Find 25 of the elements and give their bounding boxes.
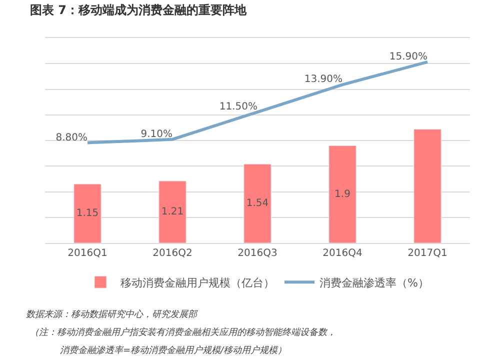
legend-label: 移动消费金融用户规模（亿台）	[120, 276, 274, 290]
x-tick-label: 2016Q3	[238, 248, 278, 259]
bar	[244, 164, 272, 243]
data-label: 11.50%	[219, 102, 258, 113]
text: （注：移动消费金融用户指安装有消费金融相关应用的移动智能终端设备数，	[30, 327, 336, 338]
bar	[328, 145, 356, 243]
data-label: 15.90%	[389, 51, 428, 62]
data-label: 13.90%	[304, 74, 342, 86]
legend-label: 消费金融渗透率（%）	[320, 276, 429, 290]
data-label: 1.9	[334, 188, 350, 200]
x-tick-label: 2017Q1	[408, 248, 448, 259]
bar	[74, 184, 102, 243]
text: 消费金融渗透率=移动消费金融用户规模/移动用户规模）	[60, 345, 287, 356]
x-tick-label: 2016Q2	[152, 248, 192, 259]
x-tick-label: 2016Q1	[68, 248, 108, 259]
chart-title: 图表 7：移动端成为消费金融的重要阵地	[30, 2, 248, 17]
data-label: 9.10%	[140, 128, 172, 140]
bar	[414, 128, 442, 243]
data-label: 8.80%	[56, 132, 88, 144]
source-note: 数据来源：移动数据研究中心，研究发展部	[26, 309, 198, 320]
bar	[158, 180, 186, 243]
data-label: 1.54	[246, 198, 269, 210]
data-label: 1.21	[161, 206, 184, 218]
data-label: 1.15	[76, 208, 99, 220]
x-tick-label: 2016Q4	[322, 248, 362, 259]
